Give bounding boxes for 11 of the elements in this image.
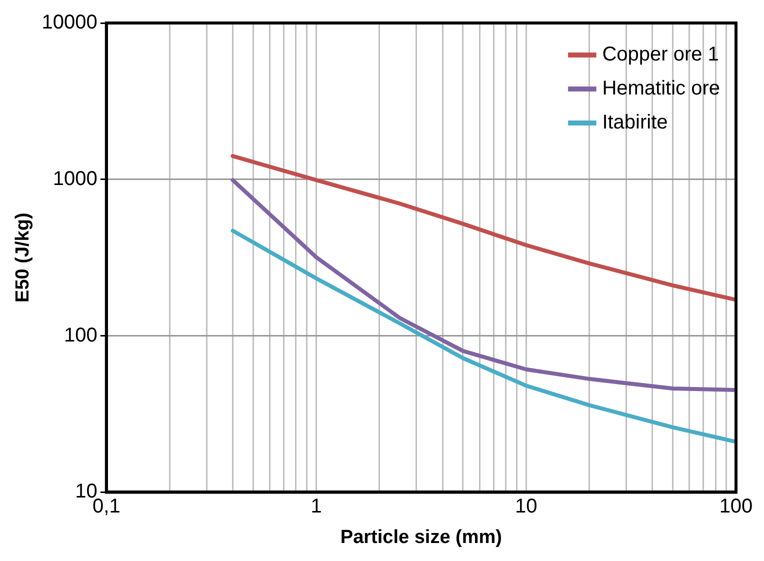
y-axis-title: E50 (J/kg) xyxy=(12,212,34,302)
y-tick-label: 10000 xyxy=(42,12,98,34)
legend-label: Itabirite xyxy=(602,112,668,134)
y-tick-label: 1000 xyxy=(52,168,98,190)
x-tick-label: 100 xyxy=(719,496,753,518)
x-tick-label: 1 xyxy=(310,496,322,518)
x-tick-label: 10 xyxy=(515,496,538,518)
x-axis-title: Particle size (mm) xyxy=(340,526,502,548)
legend-label: Hematitic ore xyxy=(602,78,720,100)
legend-label: Copper ore 1 xyxy=(602,44,719,66)
y-tick-label: 100 xyxy=(64,324,98,346)
